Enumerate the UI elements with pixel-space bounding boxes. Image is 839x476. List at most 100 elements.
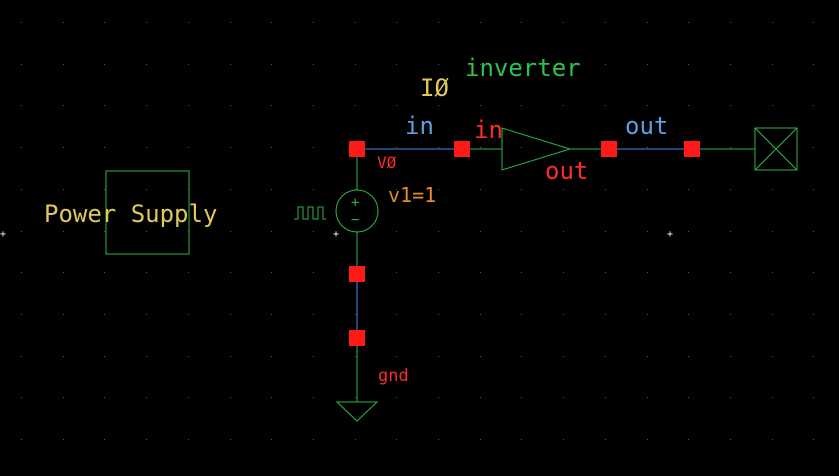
grid-dot [688, 439, 689, 440]
grid-dot [313, 272, 314, 273]
grid-dot [605, 356, 606, 357]
grid-dot [480, 314, 481, 315]
grid-dot [271, 231, 272, 232]
grid-dot [480, 356, 481, 357]
grid-dot [396, 231, 397, 232]
grid-dot [230, 439, 231, 440]
grid-dots [21, 22, 814, 440]
grid-dot [104, 189, 105, 190]
grid-dot [271, 22, 272, 23]
pin-in-label: in [474, 116, 503, 144]
grid-dot [63, 314, 64, 315]
grid-dot [271, 356, 272, 357]
grid-dot [688, 397, 689, 398]
grid-dot [230, 314, 231, 315]
grid-dot [438, 397, 439, 398]
terminal-box-icon[interactable] [754, 127, 798, 171]
grid-dot [313, 105, 314, 106]
pin-gnd[interactable] [349, 330, 365, 346]
grid-dot [188, 147, 189, 148]
grid-dot [230, 22, 231, 23]
grid-dot [63, 439, 64, 440]
cell-name-label: inverter [465, 54, 581, 82]
grid-dot [480, 105, 481, 106]
grid-dot [104, 231, 105, 232]
power-supply-box[interactable] [105, 170, 190, 255]
grid-dot [355, 439, 356, 440]
grid-dot [688, 314, 689, 315]
grid-dot [188, 22, 189, 23]
grid-dot [396, 105, 397, 106]
source-circle [335, 189, 379, 233]
grid-dot [21, 272, 22, 273]
grid-dot [146, 147, 147, 148]
grid-dot [63, 272, 64, 273]
net-out-label: out [625, 112, 668, 140]
pin-inverter-out[interactable] [601, 141, 617, 157]
grid-dot [438, 272, 439, 273]
grid-dot [21, 231, 22, 232]
grid-dot [63, 397, 64, 398]
grid-dot [438, 147, 439, 148]
grid-dot [480, 147, 481, 148]
pin-source-bottom[interactable] [349, 266, 365, 282]
grid-dot [647, 314, 648, 315]
grid-dot [480, 272, 481, 273]
grid-dot [271, 64, 272, 65]
grid-dot [355, 356, 356, 357]
pin-inverter-in[interactable] [454, 141, 470, 157]
grid-dot [813, 314, 814, 315]
grid-dot [647, 22, 648, 23]
grid-dot [688, 356, 689, 357]
grid-dot [230, 105, 231, 106]
grid-dot [813, 397, 814, 398]
pin-source-top[interactable] [349, 141, 365, 157]
grid-dot [104, 397, 105, 398]
grid-dot [271, 314, 272, 315]
grid-dot [813, 231, 814, 232]
pulse-waveform-icon [294, 206, 326, 220]
grid-dot [146, 22, 147, 23]
ground-symbol[interactable] [335, 401, 379, 422]
grid-dot [730, 22, 731, 23]
grid-dot [730, 64, 731, 65]
grid-dot [104, 356, 105, 357]
grid-dot [772, 356, 773, 357]
grid-dot [730, 189, 731, 190]
grid-dot [647, 105, 648, 106]
grid-dot [104, 314, 105, 315]
inverter-symbol[interactable] [501, 127, 572, 171]
grid-dot [63, 356, 64, 357]
grid-dot [480, 64, 481, 65]
grid-dot [730, 397, 731, 398]
grid-dot [772, 231, 773, 232]
instance-name-label: IØ [420, 74, 449, 102]
grid-dot [355, 189, 356, 190]
grid-dot [271, 397, 272, 398]
grid-dot [563, 356, 564, 357]
grid-dot [647, 64, 648, 65]
grid-dot [230, 64, 231, 65]
gnd-label: gnd [378, 366, 409, 386]
grid-dot [730, 105, 731, 106]
marker-right: + [667, 229, 673, 240]
grid-dot [104, 439, 105, 440]
grid-dot [813, 189, 814, 190]
grid-dot [563, 231, 564, 232]
grid-dot [104, 22, 105, 23]
source-plus: + [351, 195, 359, 211]
grid-dot [438, 22, 439, 23]
grid-dot [563, 105, 564, 106]
pin-terminal[interactable] [684, 141, 700, 157]
grid-dot [146, 314, 147, 315]
grid-dot [271, 272, 272, 273]
grid-dot [21, 147, 22, 148]
grid-dot [688, 231, 689, 232]
voltage-source[interactable]: + − [294, 189, 379, 233]
grid-dot [313, 314, 314, 315]
grid-dot [396, 272, 397, 273]
grid-dot [355, 397, 356, 398]
grid-dot [438, 64, 439, 65]
grid-dot [396, 314, 397, 315]
